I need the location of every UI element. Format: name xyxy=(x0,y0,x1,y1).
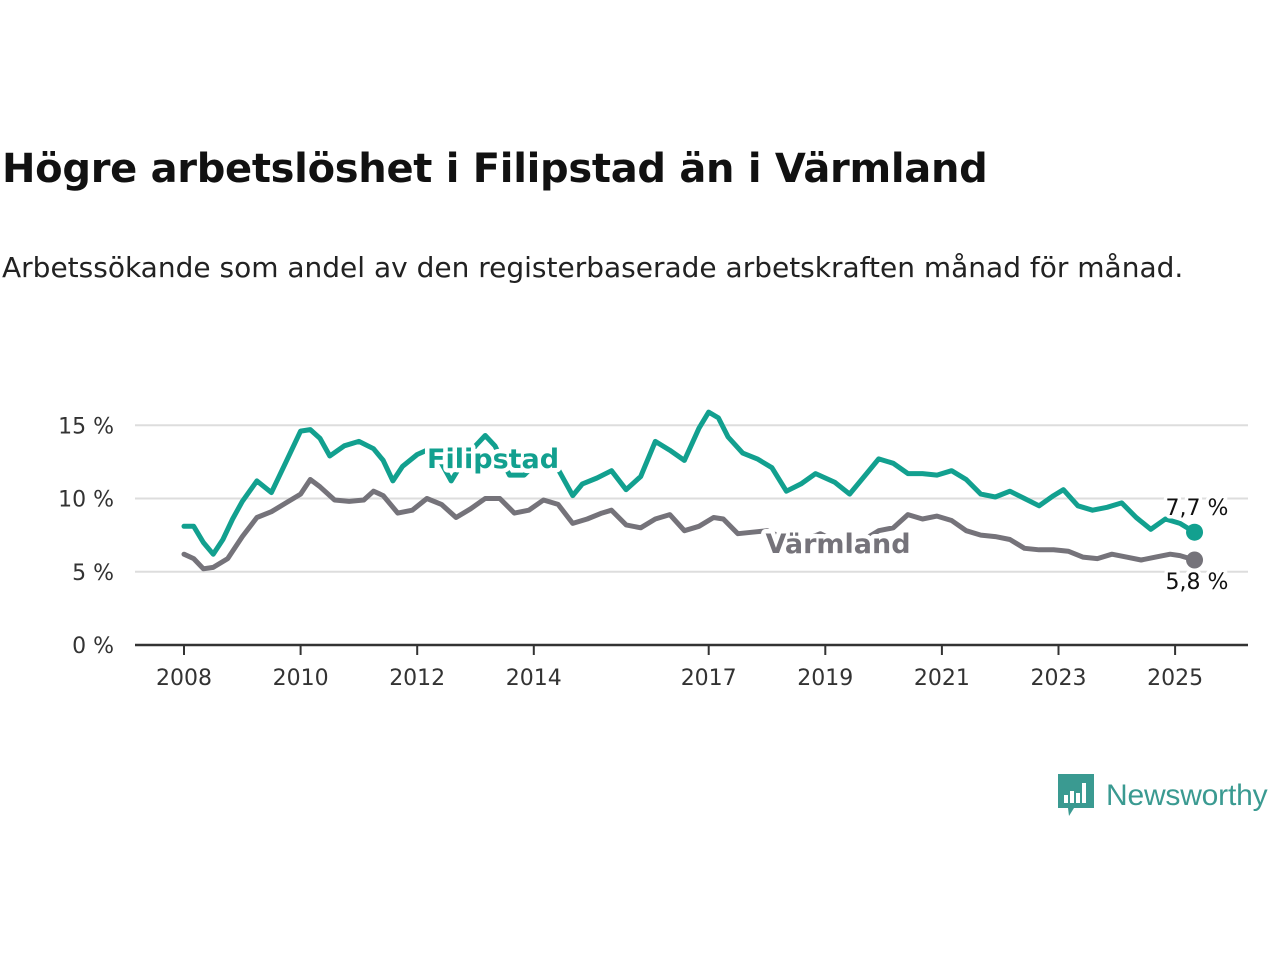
x-tick-label: 2019 xyxy=(797,666,853,691)
y-tick-label: 0 % xyxy=(72,634,114,659)
x-tick-label: 2025 xyxy=(1147,666,1203,691)
brand-name: Newsworthy xyxy=(1106,779,1268,812)
label-layer: Filipstad Värmland 7,7 % 5,8 % xyxy=(423,440,1232,599)
series-line-filipstad xyxy=(181,409,1197,557)
chart-title: Högre arbetslöshet i Filipstad än i Värm… xyxy=(2,146,988,192)
x-tick-label: 2008 xyxy=(156,666,212,691)
grid-layer xyxy=(135,424,1248,573)
end-marker xyxy=(1186,551,1204,569)
bar-chart-icon xyxy=(1058,774,1094,816)
x-tick-label: 2010 xyxy=(273,666,329,691)
y-tick-label: 15 % xyxy=(58,414,114,439)
newsworthy-logo: Newsworthy xyxy=(1058,774,1268,818)
x-tick-label: 2017 xyxy=(681,666,737,691)
series-label: Värmland xyxy=(765,529,910,560)
y-tick-label: 10 % xyxy=(58,488,114,513)
end-value-label: 5,8 % xyxy=(1166,570,1229,595)
chart-subtitle: Arbetssökande som andel av den registerb… xyxy=(2,251,1184,284)
series-layer xyxy=(181,409,1204,572)
x-tick-label: 2014 xyxy=(506,666,562,691)
end-value-label: 7,7 % xyxy=(1166,496,1229,521)
x-tick-label: 2023 xyxy=(1031,666,1087,691)
axis-layer: 0 % 5 % 10 % 15 % 2008 2010 2012 2014 2017 2019 20… xyxy=(58,414,1248,691)
series-line-vrmland xyxy=(181,477,1197,572)
y-tick-label: 5 % xyxy=(72,561,114,586)
x-tick-label: 2021 xyxy=(914,666,970,691)
x-tick-label: 2012 xyxy=(389,666,445,691)
series-label: Filipstad xyxy=(427,444,559,475)
end-marker xyxy=(1186,523,1204,541)
